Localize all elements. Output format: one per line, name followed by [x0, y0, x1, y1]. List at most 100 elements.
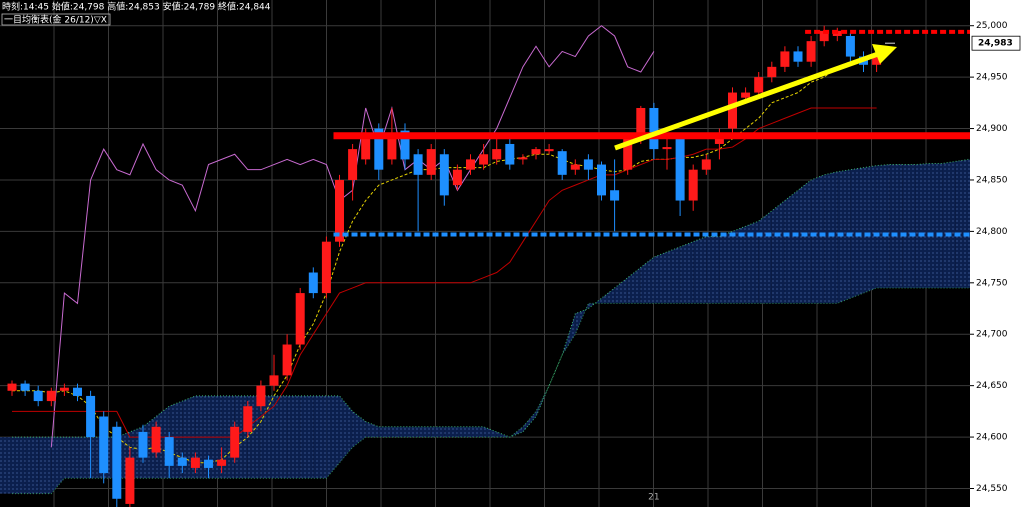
- cloud-fill: [824, 171, 838, 304]
- candle-body: [649, 107, 659, 150]
- candle-body: [151, 426, 161, 453]
- indicator-line: [12, 158, 969, 438]
- indicator-box: [1, 13, 111, 26]
- cloud-fill: [640, 257, 654, 304]
- cloud-fill: [601, 287, 615, 304]
- indicator-line: [12, 287, 969, 495]
- cloud-fill: [902, 164, 916, 288]
- y-tick-label: 24,800: [976, 227, 1008, 237]
- cloud-fill: [614, 277, 628, 304]
- cloud-fill: [431, 426, 445, 438]
- arrow-shaft: [614, 51, 879, 151]
- candle-body: [256, 385, 266, 407]
- candle-body: [845, 35, 855, 57]
- candle-body: [570, 164, 580, 170]
- candle-body: [754, 77, 764, 93]
- cloud-fill: [837, 169, 851, 304]
- cloud-fill: [811, 174, 825, 304]
- candle-body: [46, 390, 56, 402]
- candle-body: [806, 41, 816, 62]
- candle-body: [335, 179, 344, 242]
- cloud-fill: [562, 313, 576, 355]
- y-tick-label: 24,550: [976, 484, 1008, 494]
- candle-body: [675, 138, 685, 201]
- cloud-fill: [483, 426, 497, 438]
- cloud-fill: [418, 426, 432, 438]
- candle-body: [361, 133, 371, 160]
- candle-body: [688, 169, 698, 201]
- candle-body: [518, 157, 528, 160]
- cloud-fill: [365, 421, 379, 438]
- candle-body: [73, 387, 82, 396]
- candle-body: [400, 130, 410, 160]
- candle-body: [86, 395, 96, 438]
- candle-body: [321, 241, 331, 294]
- y-tick-label: 24,900: [976, 124, 1008, 134]
- cloud-fill: [391, 426, 405, 438]
- y-tick-label: 24,700: [976, 330, 1008, 340]
- cloud-fill: [771, 200, 785, 304]
- last-price-box: [971, 35, 1021, 51]
- candle-body: [505, 143, 515, 165]
- y-tick-label: 24,600: [976, 433, 1008, 443]
- candle-body: [164, 437, 174, 466]
- cloud-fill: [38, 437, 52, 494]
- candle-body: [793, 51, 803, 62]
- y-tick-label: 25,000: [976, 21, 1008, 31]
- cloud-fill: [863, 165, 877, 294]
- y-tick-label: 24,650: [976, 381, 1008, 391]
- candle-body: [426, 149, 436, 175]
- cloud-fill: [274, 395, 288, 479]
- candle-body: [295, 293, 305, 345]
- candle-body: [243, 406, 253, 432]
- cloud-fill: [915, 163, 929, 288]
- cloud-fill: [313, 395, 327, 479]
- cloud-fill: [653, 251, 667, 304]
- trend-arrow: [614, 44, 897, 151]
- cloud-fill: [522, 411, 536, 432]
- cloud-fill: [64, 437, 78, 479]
- candle-body: [466, 159, 475, 170]
- candle-body: [872, 56, 882, 65]
- cloud-fill: [0, 437, 26, 494]
- candle-body: [479, 154, 489, 165]
- candle-body: [780, 51, 790, 67]
- candle-body: [177, 457, 187, 466]
- cloud-fill: [706, 236, 720, 304]
- cloud-fill: [326, 395, 340, 479]
- candle-body: [583, 159, 593, 170]
- y-tick-label: 24,750: [976, 278, 1008, 288]
- cloud-fill: [51, 437, 65, 494]
- candle-body: [20, 383, 30, 391]
- candle-body: [662, 147, 672, 150]
- cloud-fill: [378, 426, 392, 438]
- candle-body: [33, 390, 43, 402]
- y-tick-label: 24,850: [976, 175, 1008, 185]
- candle-body: [190, 457, 200, 468]
- cloud-fill: [444, 426, 458, 438]
- cloud-fill: [457, 426, 471, 438]
- cloud-fill: [942, 161, 956, 288]
- cloud-fill: [693, 236, 707, 304]
- candle-body: [610, 190, 620, 201]
- candle-body: [269, 375, 279, 386]
- candle-body: [439, 154, 449, 196]
- candle-body: [374, 128, 384, 170]
- candle-body: [623, 138, 633, 170]
- y-axis: 24,550 24,600 24,650 24,700 24,750 24,800 24,8…: [885, 21, 1021, 494]
- candle-body: [138, 431, 148, 458]
- cloud-fill: [352, 411, 366, 448]
- last-price-label: 24,983: [978, 39, 1013, 49]
- candle-body: [387, 138, 397, 160]
- y-axis-panel: [970, 0, 1024, 507]
- candle-body: [557, 151, 567, 175]
- candle-body: [204, 459, 213, 468]
- cloud-fill: [876, 164, 890, 288]
- header: 時刻:14:45 始値:24,798 高値:24,853 安値:24,789 終…: [2, 1, 271, 13]
- candle-body: [230, 426, 240, 458]
- cloud-fill: [784, 190, 798, 304]
- candle-body: [452, 169, 462, 186]
- candle-body: [7, 383, 17, 391]
- arrow-head: [872, 44, 897, 64]
